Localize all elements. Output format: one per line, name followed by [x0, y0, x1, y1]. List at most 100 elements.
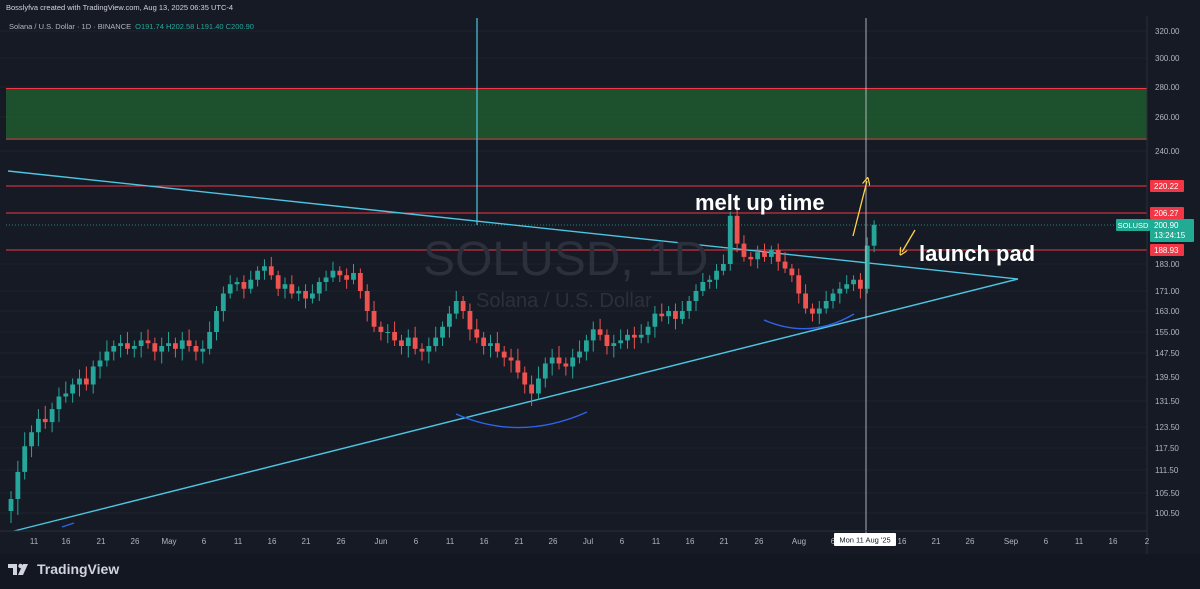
price-tick-label: 131.50: [1155, 397, 1180, 406]
time-tick-label: Aug: [792, 537, 806, 546]
candle-body: [796, 275, 802, 294]
candle-body: [782, 261, 788, 269]
candle-body: [323, 277, 329, 282]
candle-body: [42, 418, 48, 423]
time-tick-label: 11: [234, 537, 243, 546]
candle-body: [604, 334, 610, 346]
candle-body: [440, 326, 445, 338]
price-chart[interactable]: 320.00 300.00 280.00 260.00 240.00 183.00 171.…: [0, 0, 1200, 554]
attribution-text: Bosslyfva created with TradingView.com, …: [6, 3, 234, 12]
time-tick-label: 6: [202, 537, 207, 546]
time-tick-label: 6: [831, 537, 836, 546]
candle-body: [625, 334, 630, 341]
candle-body: [111, 346, 117, 352]
candle-body: [549, 357, 555, 364]
candle-body: [481, 337, 487, 346]
candle-body: [844, 284, 850, 289]
time-tick-label: 16: [268, 537, 277, 546]
candle-body: [803, 293, 808, 309]
candle-body: [679, 311, 685, 319]
candle-body: [823, 301, 829, 309]
candle-body: [131, 346, 137, 349]
time-tick-label: 26: [337, 537, 346, 546]
candle-body: [399, 340, 404, 346]
grid-lines: [0, 30, 1147, 514]
candle-body: [344, 275, 350, 280]
time-tick-label: 11: [30, 537, 39, 546]
candle-body: [145, 340, 151, 344]
current-price-text: 200.90: [1154, 221, 1179, 230]
annotation-launch-pad: launch pad: [919, 241, 1036, 266]
price-tick-label: 105.50: [1155, 489, 1180, 498]
candle-body: [159, 346, 165, 352]
price-tick-label: 183.00: [1155, 260, 1180, 269]
candle-body: [351, 273, 356, 280]
candlestick-series: [8, 209, 877, 523]
candle-body: [412, 337, 418, 349]
price-tick-label: 155.00: [1155, 328, 1180, 337]
symbol-line[interactable]: Solana / U.S. Dollar · 1D · BINANCE: [9, 22, 132, 31]
candle-body: [392, 332, 397, 341]
time-tick-label: 2: [1145, 537, 1150, 546]
candle-body: [584, 340, 589, 352]
candle-body: [138, 340, 144, 346]
ascending-trendline[interactable]: [13, 278, 1019, 532]
candle-body: [77, 378, 82, 385]
candle-body: [433, 337, 439, 346]
candle-body: [810, 308, 815, 314]
candle-body: [241, 282, 247, 289]
cup-curve-august: [763, 313, 855, 330]
candle-body: [268, 266, 274, 276]
top-attribution-bar: Bosslyfva created with TradingView.com, …: [0, 0, 1200, 16]
candle-body: [858, 279, 863, 289]
candle-body: [645, 326, 651, 335]
candle-body: [577, 351, 582, 358]
time-axis[interactable]: 11 16 21 26 May 6 11 16 21 26 Jun 6 11 16 21 26 Jul 6 11 16…: [30, 537, 1150, 546]
candle-body: [275, 275, 281, 289]
candle-body: [385, 332, 391, 333]
candle-body: [508, 357, 514, 361]
candle-body: [830, 293, 836, 301]
candle-body: [762, 252, 767, 257]
candle-body: [536, 378, 541, 394]
candle-body: [234, 282, 240, 285]
candle-body: [8, 499, 14, 511]
candle-body: [186, 340, 192, 346]
candle-body: [15, 471, 21, 499]
candle-body: [49, 409, 55, 423]
candle-body: [262, 266, 267, 271]
candle-body: [227, 284, 233, 294]
candle-body: [707, 279, 713, 282]
time-tick-label: 21: [932, 537, 941, 546]
candle-body: [768, 249, 774, 257]
candle-body: [748, 256, 754, 260]
level-tag-220: 220.22: [1150, 180, 1184, 192]
candle-body: [378, 326, 384, 332]
candle-body: [755, 252, 761, 260]
descending-trendline[interactable]: [7, 170, 1019, 280]
annotation-melt-up: melt up time: [695, 190, 825, 215]
time-tick-label: 16: [1109, 537, 1118, 546]
tradingview-logo[interactable]: TradingView: [8, 561, 119, 577]
time-tick-label: 26: [966, 537, 975, 546]
candle-body: [337, 270, 343, 276]
time-tick-label: 16: [898, 537, 907, 546]
candle-body: [316, 282, 322, 294]
time-tick-label: Jul: [583, 537, 593, 546]
candle-body: [173, 343, 178, 349]
time-tick-label: 6: [414, 537, 419, 546]
time-tick-label: 21: [97, 537, 106, 546]
date-crosshair-text: Mon 11 Aug '25: [839, 536, 890, 545]
candle-body: [618, 340, 624, 344]
candle-body: [303, 291, 308, 299]
candle-body: [700, 282, 706, 291]
candle-body: [631, 334, 637, 338]
candle-body: [405, 337, 411, 346]
time-tick-label: 26: [755, 537, 764, 546]
price-axis[interactable]: 320.00 300.00 280.00 260.00 240.00 183.00 171.…: [1155, 27, 1180, 518]
symbol-tag-text: SOLUSD: [1118, 221, 1149, 230]
candle-body: [494, 343, 500, 352]
candle-body: [488, 343, 493, 346]
candle-body: [296, 291, 302, 294]
candle-body: [166, 343, 171, 346]
